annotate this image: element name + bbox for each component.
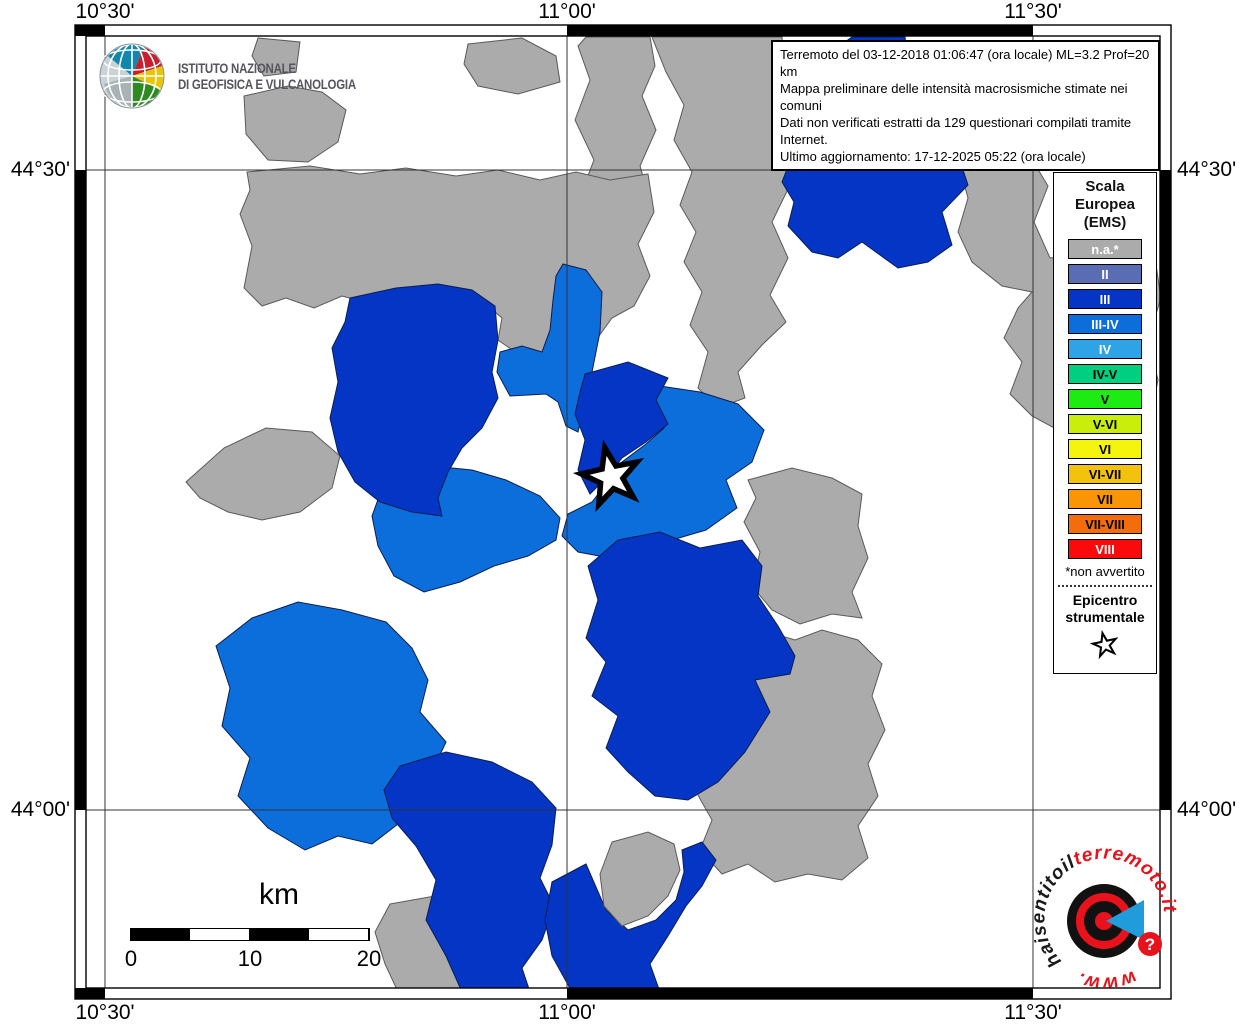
scale-bar-tick-label: 0	[124, 946, 138, 971]
map-region-intensity-III	[329, 283, 499, 517]
axis-label-bottom: 11°00'	[538, 1001, 596, 1024]
frame-black-segment	[1160, 170, 1171, 810]
legend-swatch-IV: IV	[1068, 339, 1142, 359]
earthquake-info-box: Terremoto del 03-12-2018 01:06:47 (ora l…	[771, 40, 1160, 171]
logo-question-disc	[1138, 932, 1162, 956]
legend-divider	[1058, 585, 1152, 587]
map-region-intensity-na	[463, 37, 561, 95]
legend-swatch-n.a.*: n.a.*	[1068, 239, 1142, 259]
legend-swatch-V-VI: V-VI	[1068, 414, 1142, 434]
epicenter-title-line1: Epicentro	[1072, 592, 1138, 608]
scale-bar: km 0 10 20	[110, 878, 410, 983]
scale-bar-tick-label: 10	[237, 946, 263, 971]
info-line-questionnaires: Dati non verificati estratti da 129 ques…	[780, 115, 1132, 147]
axis-label-right: 44°00'	[1177, 798, 1237, 821]
legend-title: Scala Europea (EMS)	[1054, 178, 1156, 232]
ingv-logo-block: ISTITUTO NAZIONALE DI GEOFISICA E VULCAN…	[98, 42, 395, 110]
map-region-intensity-na	[743, 467, 869, 625]
map-region-intensity-III	[585, 531, 796, 801]
haisentitoilterremoto-logo: ? haisentitoilterremoto.it www.	[1028, 843, 1179, 995]
scale-bar-segment	[190, 929, 250, 940]
map-region-intensity-na	[185, 427, 341, 521]
legend-swatch-VII: VII	[1068, 489, 1142, 509]
legend-footnote: *non avvertito	[1065, 564, 1145, 579]
frame-black-segment	[567, 25, 1033, 36]
frame-black-segment	[75, 988, 105, 999]
legend-swatch-VIII: VIII	[1068, 539, 1142, 559]
map-regions-layer	[86, 36, 1160, 988]
epicenter-legend-title: Epicentro strumentale	[1054, 592, 1156, 626]
epicenter-star-icon	[1054, 629, 1156, 665]
scale-bar-segment	[250, 929, 310, 940]
map-region-intensity-III	[383, 751, 557, 988]
legend-swatch-III-IV: III-IV	[1068, 314, 1142, 334]
axis-label-bottom: 11°30'	[1004, 1001, 1062, 1024]
frame-black-segment	[75, 25, 105, 36]
scale-bar-segment	[309, 929, 369, 940]
frame-black-segment	[567, 988, 1033, 999]
scale-bar-segments	[130, 928, 370, 941]
scale-bar-unit: km	[259, 878, 299, 911]
scale-bar-tick-label: 20	[356, 946, 382, 971]
scale-bar-segment	[131, 929, 191, 940]
epicenter-title-line2: strumentale	[1065, 609, 1145, 625]
axis-label-left: 44°00'	[10, 798, 70, 821]
legend-swatch-V: V	[1068, 389, 1142, 409]
ems-scale-legend: Scala Europea (EMS) n.a.* II III III-IV IV IV…	[1053, 172, 1157, 674]
legend-swatch-VI: VI	[1068, 439, 1142, 459]
map-region-intensity-na	[251, 37, 301, 77]
info-line-map-type: Mappa preliminare delle intensità macros…	[780, 81, 1128, 113]
epicenter-star-marker	[572, 439, 645, 513]
legend-title-line2: Europea	[1074, 196, 1135, 213]
logo-www-text: www.	[1072, 966, 1139, 994]
map-region-intensity-III-IV	[496, 263, 603, 433]
legend-swatch-list: n.a.* II III III-IV IV IV-V V V-VI VI VI-VII VII VI…	[1054, 239, 1156, 559]
ingv-globe-icon	[99, 43, 165, 109]
map-region-intensity-na	[243, 85, 347, 163]
logo-cone	[1106, 900, 1144, 940]
axis-label-bottom: 10°30'	[75, 1001, 135, 1024]
axis-label-top: 10°30'	[75, 0, 135, 23]
axis-label-left: 44°30'	[10, 158, 70, 181]
info-line-updated: Ultimo aggiornamento: 17-12-2025 05:22 (…	[780, 149, 1086, 164]
ingv-name-line1: ISTITUTO NAZIONALE	[178, 60, 296, 76]
map-region-intensity-na	[599, 831, 681, 927]
legend-swatch-II: II	[1068, 264, 1142, 284]
map-region-intensity-III	[544, 841, 717, 988]
legend-swatch-VI-VII: VI-VII	[1068, 464, 1142, 484]
legend-swatch-VII-VIII: VII-VIII	[1068, 514, 1142, 534]
map-region-intensity-na	[651, 36, 791, 409]
ingv-name-line2: DI GEOFISICA E VULCANOLOGIA	[178, 76, 356, 92]
legend-title-line3: (EMS)	[1083, 214, 1127, 231]
axis-label-right: 44°30'	[1177, 158, 1237, 181]
legend-swatch-IV-V: IV-V	[1068, 364, 1142, 384]
axis-label-top: 11°00'	[538, 0, 596, 23]
logo-question-mark: ?	[1145, 935, 1155, 954]
frame-black-segment	[75, 170, 86, 810]
ingv-name: ISTITUTO NAZIONALE DI GEOFISICA E VULCAN…	[178, 60, 356, 92]
legend-title-line1: Scala	[1085, 178, 1125, 195]
legend-swatch-III: III	[1068, 289, 1142, 309]
info-line-event: Terremoto del 03-12-2018 01:06:47 (ora l…	[780, 47, 1150, 79]
axis-label-top: 11°30'	[1004, 0, 1062, 23]
